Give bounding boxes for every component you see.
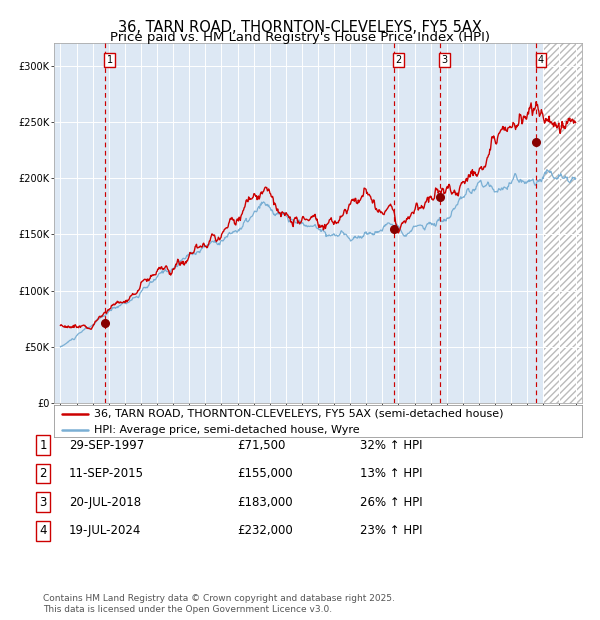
Text: 26% ↑ HPI: 26% ↑ HPI [360,496,422,508]
Text: HPI: Average price, semi-detached house, Wyre: HPI: Average price, semi-detached house,… [94,425,359,435]
Text: 2: 2 [395,55,402,65]
Text: 20-JUL-2018: 20-JUL-2018 [69,496,141,508]
Text: £155,000: £155,000 [237,467,293,480]
Bar [544,43,598,403]
Text: 29-SEP-1997: 29-SEP-1997 [69,439,144,451]
Text: 36, TARN ROAD, THORNTON-CLEVELEYS, FY5 5AX (semi-detached house): 36, TARN ROAD, THORNTON-CLEVELEYS, FY5 5… [94,409,503,419]
Text: Contains HM Land Registry data © Crown copyright and database right 2025.
This d: Contains HM Land Registry data © Crown c… [43,595,395,614]
Text: 19-JUL-2024: 19-JUL-2024 [69,525,142,537]
Text: £183,000: £183,000 [237,496,293,508]
Text: 11-SEP-2015: 11-SEP-2015 [69,467,144,480]
Text: 1: 1 [40,439,47,451]
Text: 36, TARN ROAD, THORNTON-CLEVELEYS, FY5 5AX: 36, TARN ROAD, THORNTON-CLEVELEYS, FY5 5… [118,20,482,35]
Text: 13% ↑ HPI: 13% ↑ HPI [360,467,422,480]
Text: 4: 4 [538,55,544,65]
Text: 1: 1 [107,55,113,65]
Text: 3: 3 [40,496,47,508]
Text: 2: 2 [40,467,47,480]
Text: £71,500: £71,500 [237,439,286,451]
Text: Price paid vs. HM Land Registry's House Price Index (HPI): Price paid vs. HM Land Registry's House … [110,31,490,44]
Text: 32% ↑ HPI: 32% ↑ HPI [360,439,422,451]
Text: 23% ↑ HPI: 23% ↑ HPI [360,525,422,537]
Text: £232,000: £232,000 [237,525,293,537]
Text: 3: 3 [442,55,448,65]
Text: 4: 4 [40,525,47,537]
